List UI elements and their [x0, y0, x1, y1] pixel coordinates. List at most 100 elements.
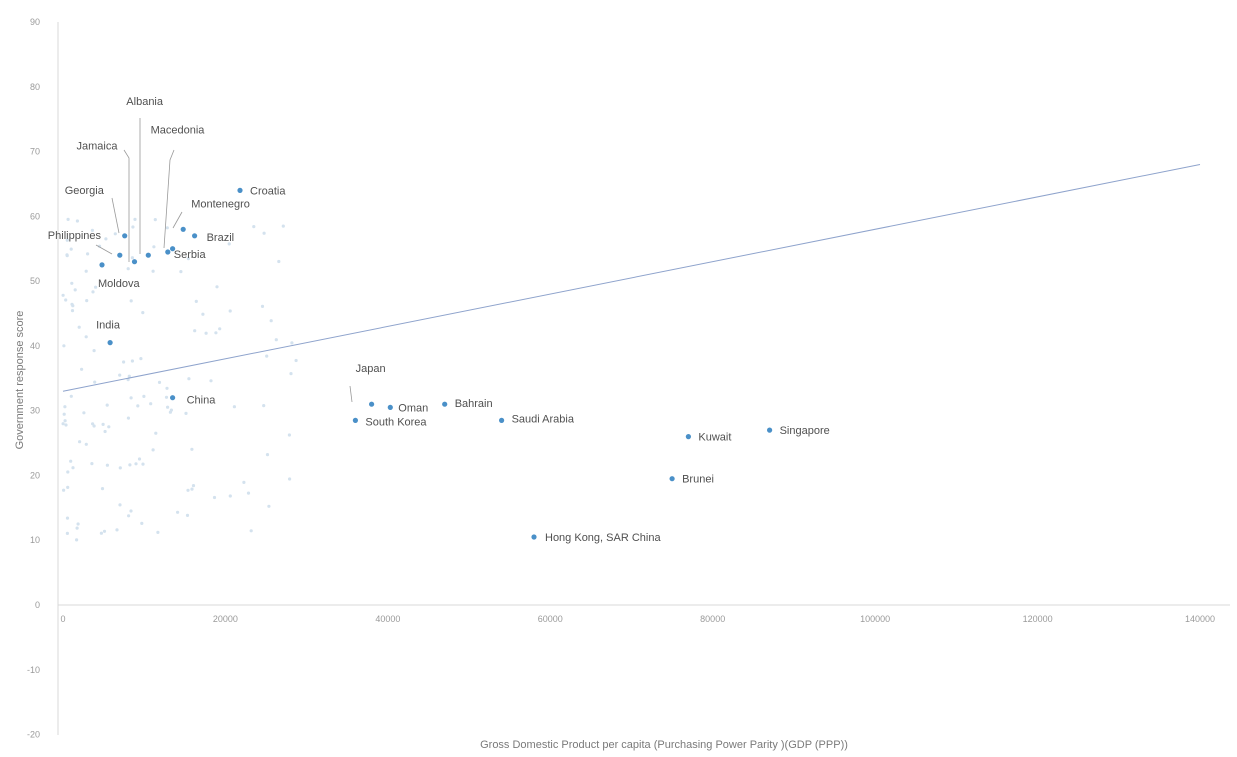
background-point: [165, 386, 169, 390]
background-point: [246, 491, 251, 495]
background-point: [289, 372, 293, 376]
background-point: [152, 245, 156, 249]
y-axis-ticks: -20 -10 0 10 20 30 40 50 60 70 80 90: [27, 17, 40, 740]
background-point: [63, 405, 67, 409]
point-label-philippines: Philippines: [48, 230, 102, 242]
background-point: [249, 529, 253, 533]
background-point: [126, 267, 130, 271]
background-point: [288, 477, 292, 481]
x-axis-title: Gross Domestic Product per capita (Purch…: [480, 739, 848, 751]
background-point: [127, 514, 131, 518]
y-tick-label: 50: [30, 276, 40, 286]
background-point: [76, 522, 80, 526]
point-singapore: [767, 427, 773, 433]
background-point: [100, 487, 105, 491]
background-point: [281, 224, 285, 228]
background-point: [73, 288, 77, 292]
background-point: [90, 228, 94, 232]
background-point: [130, 256, 134, 260]
background-point: [113, 232, 117, 236]
point-china: [170, 395, 176, 401]
point-hong-kong-sar-china: [531, 534, 537, 540]
background-point: [252, 225, 256, 229]
point-label-moldova: Moldova: [98, 278, 140, 290]
point-moldova: [99, 262, 105, 268]
point-label-croatia: Croatia: [250, 185, 286, 197]
background-point: [187, 377, 191, 381]
background-point: [65, 253, 69, 257]
point-kuwait: [685, 434, 692, 440]
label-leader-lines: [95, 118, 353, 403]
background-point: [78, 440, 82, 444]
background-point: [103, 429, 107, 434]
background-point: [93, 380, 97, 384]
background-point: [215, 285, 219, 289]
point-serbia: [165, 249, 171, 255]
background-point: [262, 231, 266, 235]
background-point: [118, 466, 122, 470]
background-point: [204, 331, 208, 335]
point-bahrain: [442, 401, 448, 407]
background-point: [66, 470, 70, 474]
background-point: [153, 218, 157, 222]
leader-jamaica: [123, 149, 130, 262]
point-croatia: [237, 187, 243, 193]
background-point: [65, 516, 70, 520]
x-tick-label: 80000: [700, 614, 725, 624]
background-point: [227, 242, 231, 246]
point-label-serbia: Serbia: [174, 249, 207, 261]
point-montenegro: [180, 226, 186, 232]
background-point: [90, 462, 94, 466]
point-saudi-arabia: [499, 417, 505, 423]
background-point: [154, 431, 158, 435]
background-point: [61, 422, 65, 426]
background-point: [164, 395, 169, 399]
background-point: [185, 513, 190, 518]
background-point: [66, 217, 70, 221]
point-label-saudi-arabia: Saudi Arabia: [512, 413, 575, 425]
background-point: [65, 238, 69, 242]
background-point: [129, 509, 133, 513]
x-tick-label: 40000: [375, 614, 400, 624]
background-point: [179, 270, 183, 274]
background-point: [262, 404, 266, 408]
background-point: [186, 488, 190, 492]
background-point: [64, 298, 68, 302]
leader-georgia: [111, 197, 120, 234]
background-point: [133, 217, 137, 221]
background-points: [61, 217, 298, 542]
background-point: [131, 225, 135, 229]
background-point: [277, 259, 281, 264]
background-point: [71, 466, 75, 470]
background-point: [141, 462, 145, 466]
background-point: [166, 405, 170, 409]
background-point: [136, 404, 140, 408]
background-point: [69, 394, 73, 398]
background-point: [94, 285, 98, 289]
background-point: [118, 373, 122, 377]
background-point: [274, 338, 278, 342]
background-point: [102, 529, 107, 533]
y-tick-label: 70: [30, 147, 40, 157]
point-label-india: India: [96, 320, 121, 332]
x-tick-label: 100000: [860, 614, 890, 624]
x-axis-ticks: 0 20000 40000 60000 80000 100000 120000 140000: [60, 614, 1215, 624]
background-point: [64, 423, 68, 427]
background-point: [129, 396, 133, 400]
background-point: [126, 416, 130, 420]
background-point: [190, 487, 194, 491]
y-tick-label: 0: [35, 600, 40, 610]
background-point: [118, 503, 122, 507]
background-point: [186, 257, 190, 261]
point-brunei: [669, 476, 675, 482]
x-tick-label: 140000: [1185, 614, 1215, 624]
y-tick-label: 20: [30, 470, 40, 480]
leader-montenegro: [172, 211, 183, 229]
point-label-jamaica: Jamaica: [77, 141, 119, 153]
background-point: [137, 457, 142, 461]
background-point: [287, 433, 291, 437]
point-label-albania: Albania: [126, 96, 164, 108]
background-point: [265, 354, 269, 358]
background-point: [157, 380, 162, 384]
point-label-japan: Japan: [356, 363, 386, 375]
